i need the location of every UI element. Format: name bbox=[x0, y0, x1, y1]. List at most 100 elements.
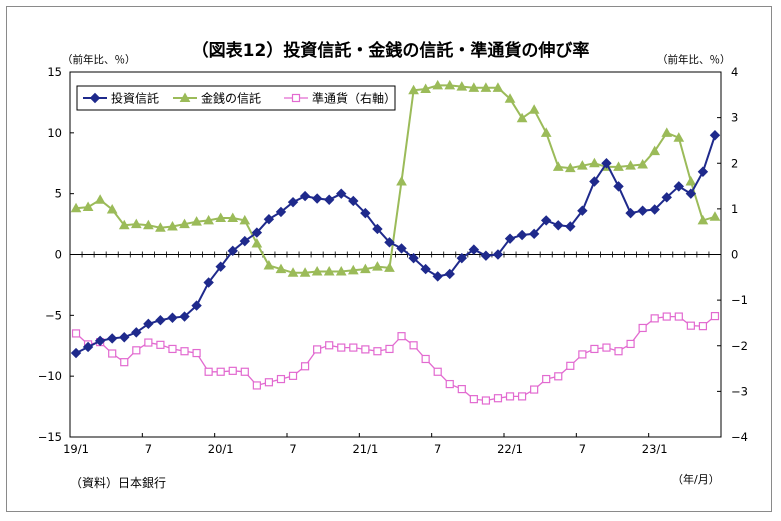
data-point-1 bbox=[70, 347, 82, 359]
data-point-2 bbox=[299, 267, 311, 277]
data-point-1 bbox=[191, 300, 202, 311]
data-point-1 bbox=[553, 220, 564, 231]
x-tick-label: 19/1 bbox=[63, 442, 89, 456]
data-point-2 bbox=[347, 264, 359, 275]
data-point-3 bbox=[421, 354, 430, 364]
data-point-2 bbox=[589, 157, 600, 168]
x-tick-label: 7 bbox=[434, 442, 441, 456]
data-point-3 bbox=[674, 312, 683, 321]
data-point-1 bbox=[613, 181, 624, 192]
data-point-2 bbox=[528, 104, 540, 114]
data-point-1 bbox=[637, 205, 648, 216]
data-point-2 bbox=[625, 160, 636, 170]
data-point-1 bbox=[589, 176, 600, 187]
data-point-2 bbox=[432, 79, 444, 90]
data-point-3 bbox=[156, 340, 165, 349]
data-point-2 bbox=[516, 112, 528, 123]
data-point-3 bbox=[349, 343, 358, 352]
data-point-3 bbox=[180, 347, 189, 356]
right-axis-unit: （前年比、％） bbox=[657, 54, 731, 66]
data-point-3 bbox=[638, 323, 647, 333]
data-point-1 bbox=[227, 245, 238, 257]
data-point-1 bbox=[384, 237, 395, 248]
data-point-2 bbox=[239, 214, 251, 225]
left-tick-label: 15 bbox=[47, 65, 62, 79]
data-point-2 bbox=[215, 212, 227, 222]
x-tick-label: 20/1 bbox=[208, 442, 234, 456]
data-point-3 bbox=[445, 379, 454, 389]
data-point-2 bbox=[709, 211, 721, 221]
data-point-3 bbox=[168, 344, 177, 354]
data-point-1 bbox=[420, 263, 431, 275]
left-tick-label: −15 bbox=[38, 430, 62, 444]
data-point-3 bbox=[120, 358, 129, 367]
data-point-2 bbox=[540, 127, 552, 137]
data-point-2 bbox=[263, 259, 275, 270]
left-tick-label: 10 bbox=[47, 126, 62, 140]
data-point-1 bbox=[625, 207, 636, 219]
data-point-1 bbox=[540, 215, 552, 226]
data-point-1 bbox=[251, 227, 263, 238]
data-point-3 bbox=[132, 346, 141, 355]
data-point-3 bbox=[397, 332, 406, 341]
data-point-2 bbox=[323, 266, 335, 276]
data-point-3 bbox=[542, 374, 551, 384]
data-point-1 bbox=[287, 196, 299, 208]
data-point-3 bbox=[216, 367, 225, 376]
data-point-2 bbox=[82, 201, 94, 212]
x-tick-label: 7 bbox=[579, 442, 586, 456]
data-point-1 bbox=[697, 166, 709, 177]
data-point-3 bbox=[361, 345, 370, 354]
data-point-3 bbox=[252, 381, 261, 390]
data-point-3 bbox=[686, 321, 695, 330]
data-point-1 bbox=[336, 188, 347, 199]
x-tick-label: 7 bbox=[145, 442, 152, 456]
x-axis-unit: （年/月） bbox=[672, 473, 720, 486]
data-point-2 bbox=[468, 82, 480, 92]
data-point-1 bbox=[143, 318, 154, 330]
x-tick-label: 21/1 bbox=[352, 442, 378, 456]
data-point-2 bbox=[311, 266, 323, 276]
data-point-3 bbox=[204, 367, 213, 376]
data-point-3 bbox=[530, 385, 539, 394]
data-point-2 bbox=[480, 82, 492, 92]
data-point-3 bbox=[276, 374, 286, 384]
data-point-2 bbox=[227, 212, 239, 222]
data-point-1 bbox=[167, 312, 178, 323]
data-point-1 bbox=[82, 341, 94, 353]
data-point-2 bbox=[203, 214, 214, 225]
data-point-1 bbox=[179, 311, 190, 322]
data-point-1 bbox=[480, 250, 492, 261]
data-point-2 bbox=[335, 266, 347, 276]
data-point-1 bbox=[456, 252, 468, 264]
data-point-2 bbox=[191, 216, 202, 226]
data-point-2 bbox=[118, 219, 130, 230]
data-point-1 bbox=[239, 235, 251, 247]
data-point-2 bbox=[444, 79, 456, 90]
data-point-3 bbox=[566, 361, 575, 370]
data-point-1 bbox=[577, 205, 588, 216]
right-tick-label: 3 bbox=[731, 111, 738, 125]
data-point-2 bbox=[504, 93, 516, 103]
data-point-3 bbox=[240, 367, 249, 376]
x-tick-label: 23/1 bbox=[642, 442, 668, 456]
data-point-3 bbox=[71, 329, 81, 338]
data-point-1 bbox=[432, 271, 443, 282]
data-point-2 bbox=[155, 222, 166, 232]
data-point-3 bbox=[517, 392, 527, 401]
data-point-1 bbox=[299, 190, 311, 202]
right-tick-label: 0 bbox=[731, 248, 738, 262]
data-point-1 bbox=[661, 192, 672, 203]
data-point-1 bbox=[565, 221, 576, 232]
data-point-1 bbox=[203, 277, 214, 288]
left-tick-label: −5 bbox=[45, 308, 62, 322]
legend-marker-1 bbox=[89, 92, 101, 104]
data-point-3 bbox=[300, 362, 310, 371]
left-axis-unit: （前年比、％） bbox=[62, 54, 136, 66]
data-point-3 bbox=[313, 345, 322, 354]
data-point-3 bbox=[457, 384, 466, 394]
data-point-3 bbox=[505, 392, 515, 401]
data-point-3 bbox=[433, 367, 442, 376]
data-point-2 bbox=[661, 127, 673, 137]
source-note: （資料）日本銀行 bbox=[70, 476, 167, 490]
